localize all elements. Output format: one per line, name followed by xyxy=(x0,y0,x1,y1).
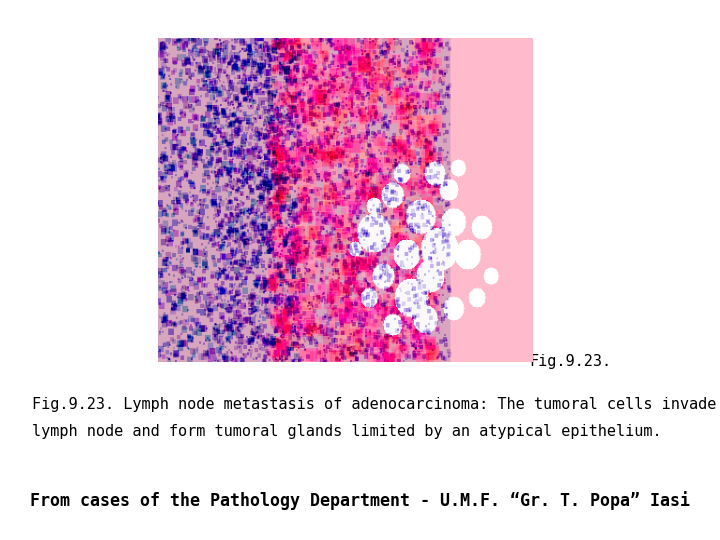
Text: lymph node and form tumoral glands limited by an atypical epithelium.: lymph node and form tumoral glands limit… xyxy=(32,424,662,439)
Text: From cases of the Pathology Department - U.M.F. “Gr. T. Popa” Iasi: From cases of the Pathology Department -… xyxy=(30,491,690,510)
Text: Fig.9.23. Lymph node metastasis of adenocarcinoma: The tumoral cells invade: Fig.9.23. Lymph node metastasis of adeno… xyxy=(32,397,717,412)
Text: Fig.9.23.: Fig.9.23. xyxy=(529,354,611,369)
